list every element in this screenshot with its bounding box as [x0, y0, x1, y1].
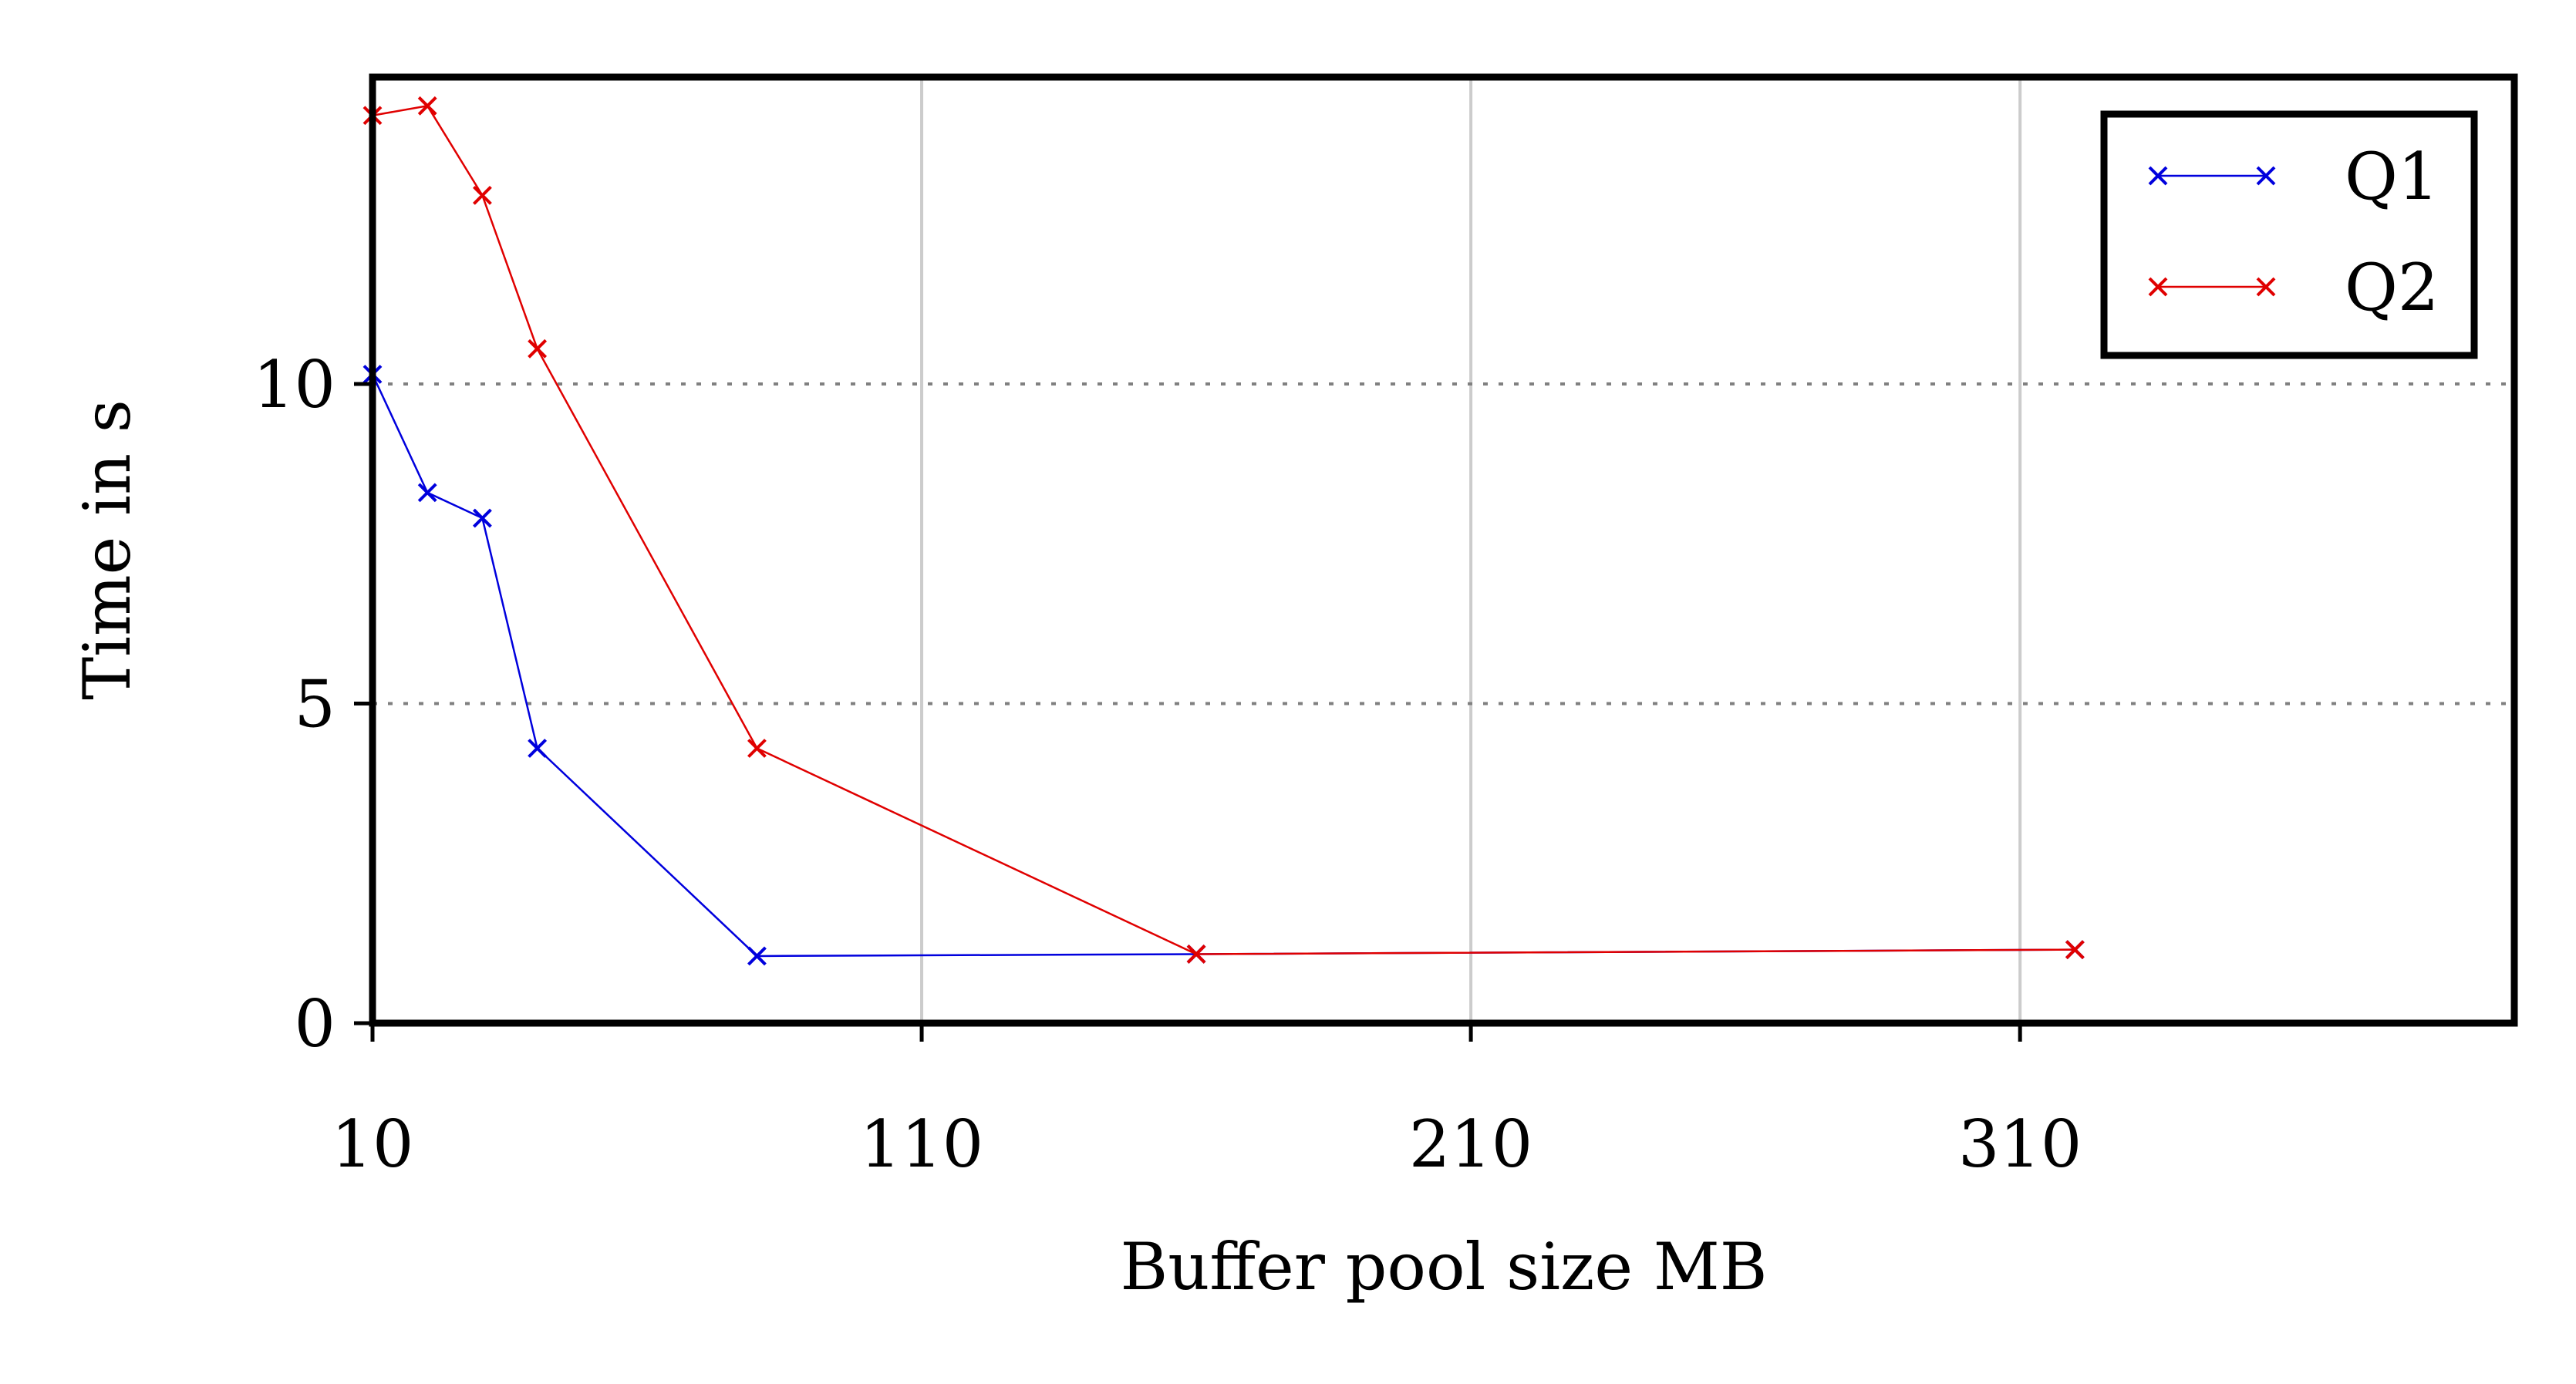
data-point-q2: [747, 739, 767, 758]
x-tick-label: 210: [1409, 1106, 1532, 1182]
series-group: [362, 96, 2085, 966]
plot-frame: [369, 73, 2518, 1027]
legend-entry-q1: Q1: [2148, 139, 2439, 214]
legend-box: [2100, 110, 2478, 359]
x-tick-label: 10: [332, 1106, 414, 1182]
legend-label: Q2: [2345, 250, 2439, 325]
y-axis-ticks: 0 5 10: [253, 347, 373, 1062]
legend-entry-q2: Q2: [2148, 250, 2439, 325]
data-point-q2: [528, 338, 548, 359]
data-point-q2: [2065, 940, 2085, 960]
legend-marker: [2148, 166, 2168, 186]
y-tick-label: 10: [253, 347, 335, 423]
legend-label: Q1: [2345, 139, 2439, 214]
data-point-q2: [417, 96, 437, 116]
data-point-q1: [747, 946, 767, 966]
x-tick-label: 110: [860, 1106, 983, 1182]
y-grid: [373, 382, 2514, 705]
data-point-q1: [472, 508, 492, 528]
legend-marker: [2148, 277, 2168, 297]
x-tick-label: 310: [1958, 1106, 2082, 1182]
data-point-q1: [528, 739, 548, 758]
data-point-q2: [472, 185, 492, 205]
x-grid: [920, 77, 2022, 1023]
series-q2: [362, 96, 2085, 964]
data-point-q1: [417, 483, 437, 503]
legend-marker: [2256, 166, 2276, 186]
data-point-q2: [1186, 945, 1206, 964]
legend-marker: [2256, 277, 2276, 297]
x-axis-ticks: 10 110 210 310: [332, 1023, 2082, 1182]
x-axis-label: Buffer pool size MB: [1121, 1229, 1768, 1305]
y-tick-label: 5: [295, 666, 335, 742]
y-axis-label: Time in s: [69, 399, 145, 700]
y-tick-label: 0: [295, 986, 335, 1062]
